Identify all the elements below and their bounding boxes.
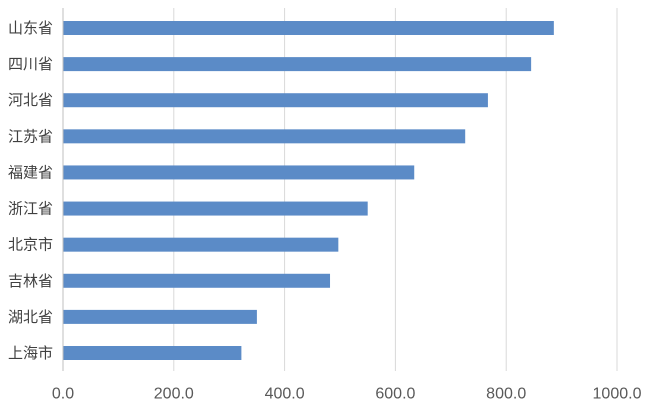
- x-tick-label: 200.0: [154, 386, 194, 403]
- category-label: 上海市: [8, 344, 53, 362]
- x-tick-label: 0.0: [52, 386, 74, 403]
- bar-北京市: [63, 237, 339, 252]
- category-label: 河北省: [8, 91, 53, 109]
- x-tick-label: 800.0: [486, 386, 526, 403]
- bar-江苏省: [63, 129, 466, 144]
- bar-四川省: [63, 57, 532, 72]
- x-tick-label: 600.0: [375, 386, 415, 403]
- bar-浙江省: [63, 201, 368, 216]
- category-label: 湖北省: [8, 308, 53, 326]
- category-label: 吉林省: [8, 272, 53, 290]
- x-tick-labels: 0.0 200.0 400.0 600.0 800.0 1000.0: [52, 386, 642, 403]
- category-label: 四川省: [8, 55, 53, 73]
- bar-上海市: [63, 346, 242, 360]
- category-label: 江苏省: [8, 127, 53, 145]
- bar-福建省: [63, 165, 415, 180]
- bar-山东省: [63, 21, 554, 35]
- bar-河北省: [63, 93, 488, 108]
- x-tick-label: 1000.0: [593, 386, 642, 403]
- bar-湖北省: [63, 309, 257, 324]
- x-tick-label: 400.0: [265, 386, 305, 403]
- category-label: 福建省: [8, 163, 53, 181]
- category-label: 山东省: [8, 19, 53, 37]
- bars: [63, 21, 554, 360]
- category-label: 浙江省: [8, 200, 53, 218]
- category-label: 北京市: [8, 236, 53, 254]
- bar-吉林省: [63, 273, 331, 288]
